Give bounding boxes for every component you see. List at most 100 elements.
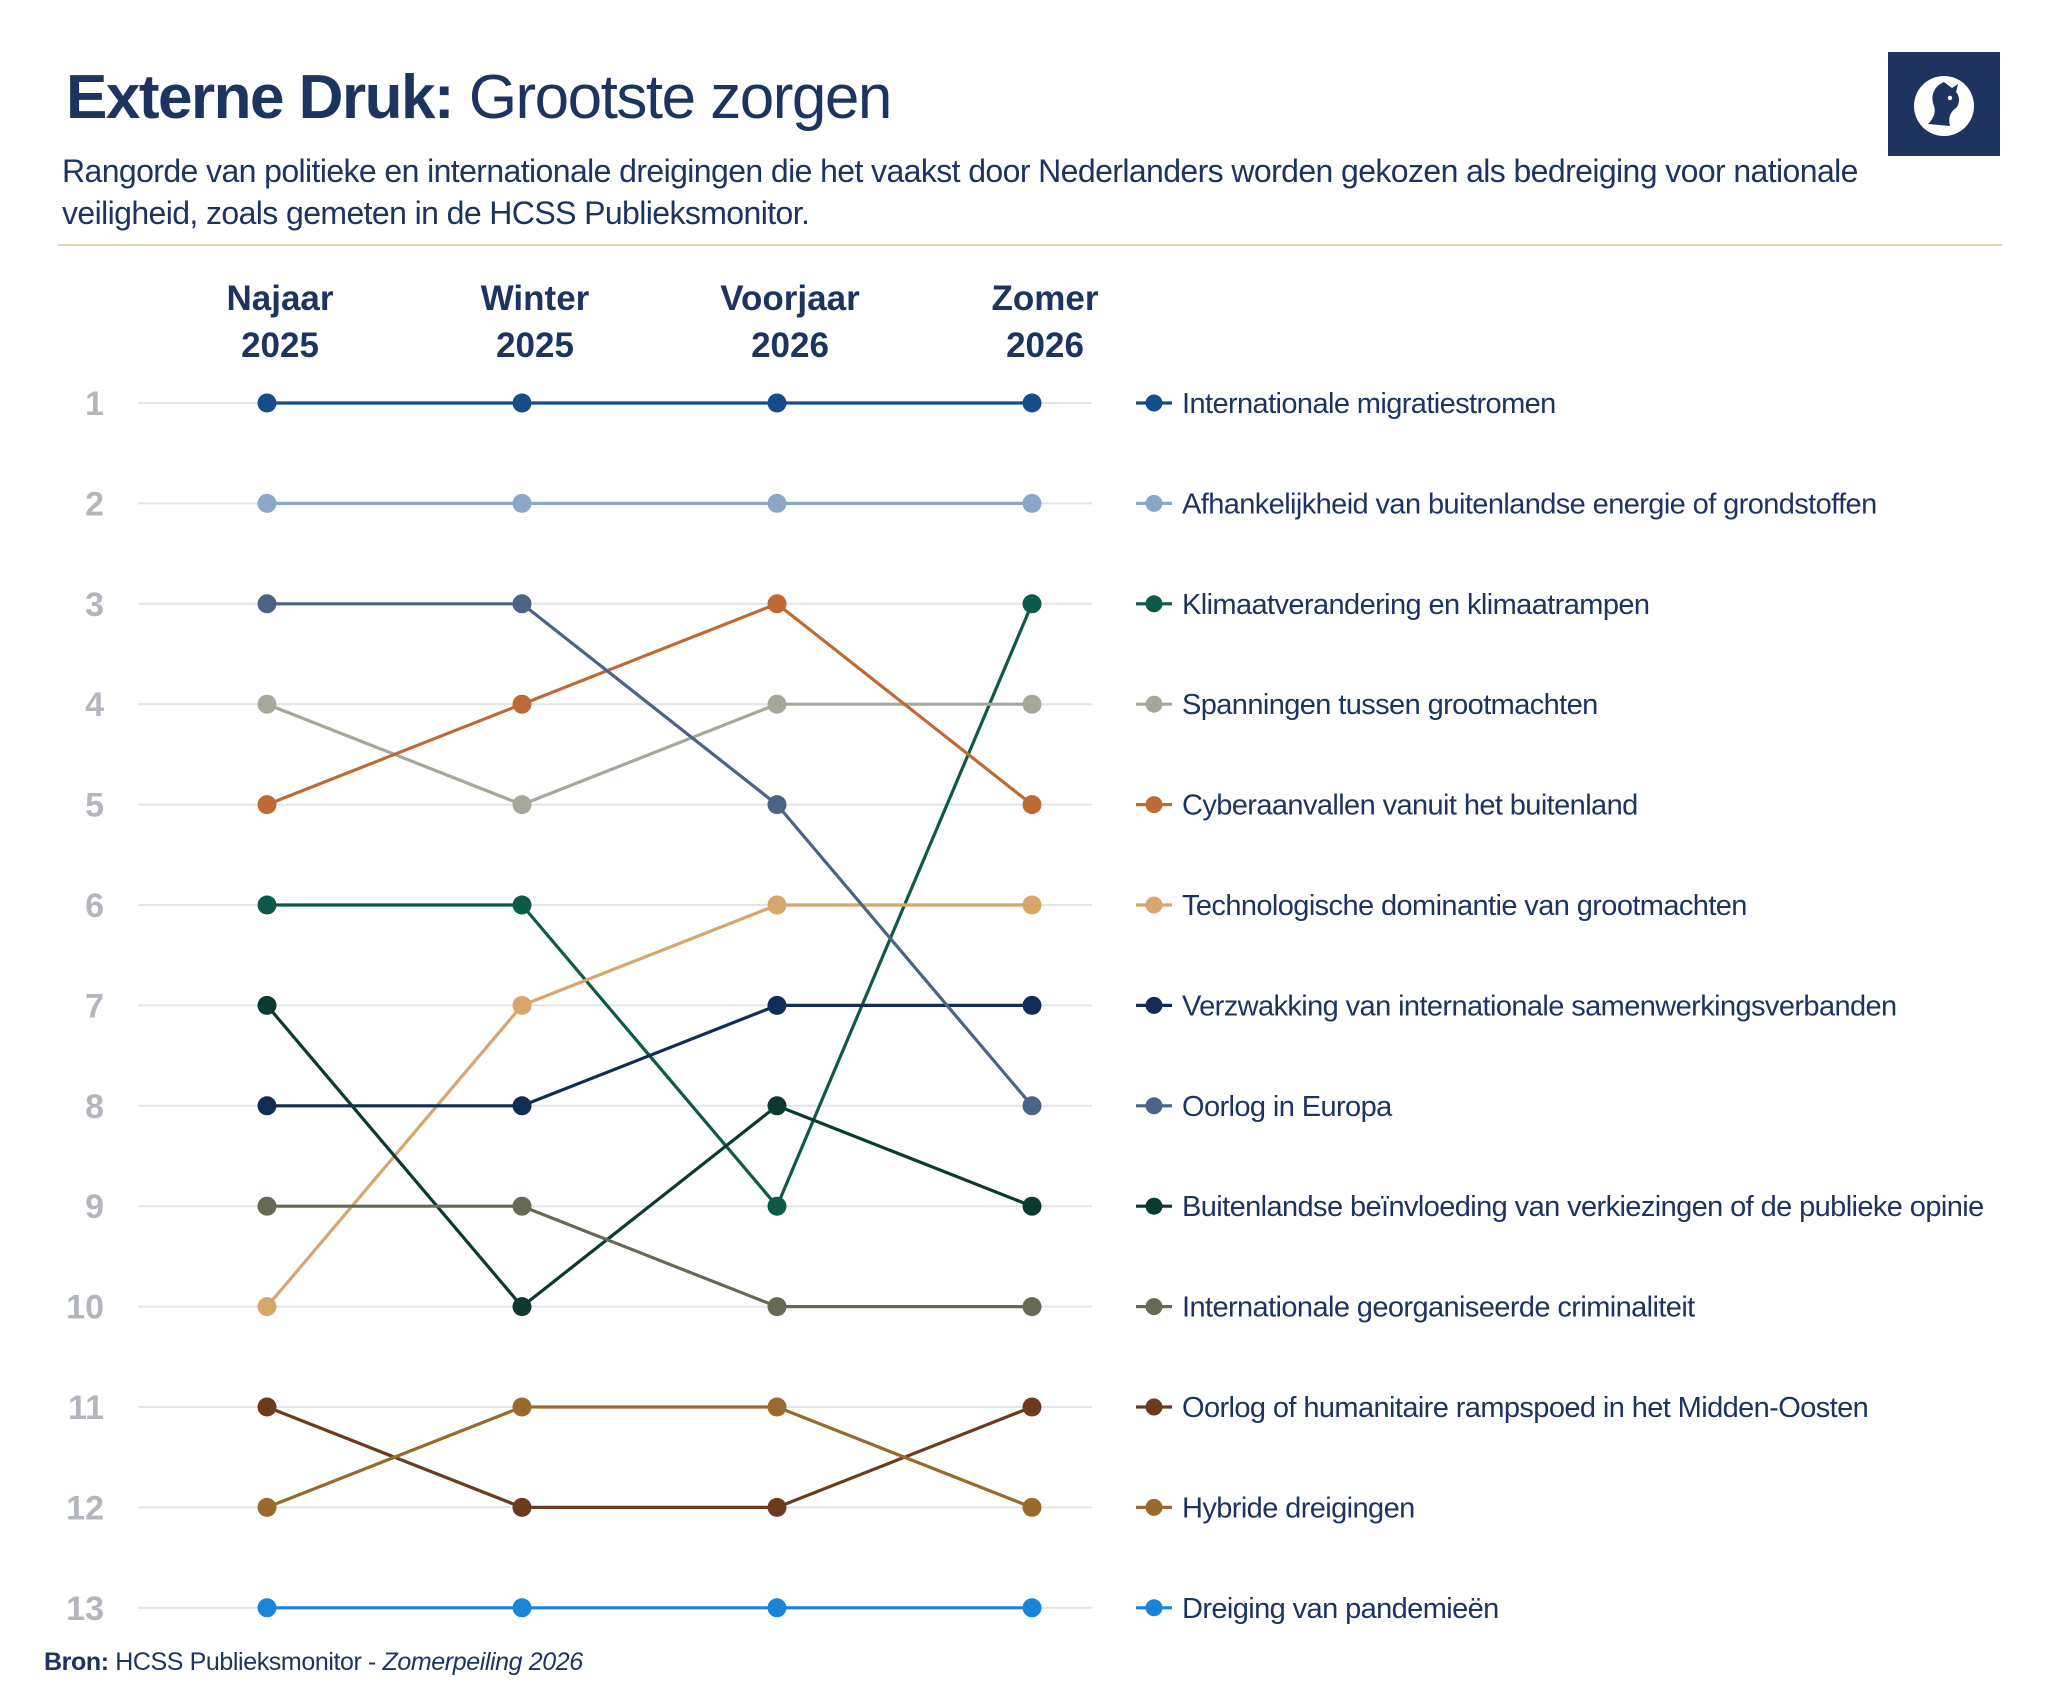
legend-label: Internationale migratiestromen [1182,388,1556,420]
column-header: Zomer [992,279,1099,318]
title-bold: Externe Druk: [66,63,455,132]
rank-label: 1 [85,385,104,423]
data-point [1022,594,1042,614]
rank-label: 12 [66,1489,104,1527]
page-title: Externe Druk: Grootste zorgen [66,62,892,133]
data-point [512,1096,532,1116]
data-point [767,795,787,815]
legend-marker [1145,1097,1163,1115]
data-point [257,1297,277,1317]
data-point [257,1497,277,1517]
column-header: 2026 [751,326,829,365]
legend-marker [1145,1398,1163,1416]
legend-label: Cyberaanvallen vanuit het buitenland [1182,790,1638,822]
data-point [512,795,532,815]
data-point [1022,895,1042,915]
legend-marker [1145,695,1163,713]
data-point [767,594,787,614]
legend-label: Dreiging van pandemieën [1182,1593,1499,1625]
data-point [512,393,532,413]
series-line [266,602,1033,807]
series-line [266,1405,1033,1509]
series-line [267,1003,1032,1108]
data-point [257,895,277,915]
data-point [512,1196,532,1216]
data-point [512,1397,532,1417]
legend-marker [1145,595,1163,613]
series-line [265,1004,1033,1309]
data-point [1022,393,1042,413]
data-point [767,1297,787,1317]
hcss-horse-logo-icon [1888,52,2000,156]
horse-head-icon [1914,76,1974,136]
data-point [512,1297,532,1317]
legend-marker [1145,1498,1163,1516]
legend-marker [1145,796,1163,814]
data-point [257,1397,277,1417]
legend-marker [1145,1599,1163,1617]
data-point [767,694,787,714]
rank-label: 2 [85,485,104,523]
data-point [512,1497,532,1517]
data-point [512,1598,532,1618]
data-point [767,493,787,513]
data-point [767,393,787,413]
rank-label: 8 [85,1088,104,1126]
data-point [257,795,277,815]
legend-marker [1145,494,1163,512]
header-divider [58,244,2002,246]
data-point [767,1497,787,1517]
rank-label: 9 [85,1188,104,1226]
data-point [1022,1297,1042,1317]
source-text: HCSS Publieksmonitor - [115,1648,383,1676]
rank-label: 6 [85,887,104,925]
rank-label: 4 [85,686,104,724]
legend-label: Spanningen tussen grootmachten [1182,689,1598,721]
legend-label: Afhankelijkheid van buitenlandse energie… [1182,488,1877,520]
legend-label: Oorlog of humanitaire rampspoed in het M… [1182,1392,1868,1424]
rank-label: 11 [68,1389,104,1427]
data-point [257,1196,277,1216]
data-point [1022,694,1042,714]
data-point [767,995,787,1015]
data-point [257,493,277,513]
data-point [257,694,277,714]
rank-label: 10 [66,1289,104,1327]
data-point [767,1397,787,1417]
data-point [1022,995,1042,1015]
source-note: Bron: HCSS Publieksmonitor - Zomerpeilin… [44,1648,583,1677]
data-point [512,895,532,915]
data-point [1022,493,1042,513]
legend-marker [1145,996,1163,1014]
data-point [1022,1397,1042,1417]
data-point [1022,795,1042,815]
data-point [512,594,532,614]
legend-label: Buitenlandse beïnvloeding van verkiezing… [1182,1191,1984,1223]
column-header: Najaar [226,279,333,318]
column-header: Voorjaar [720,279,860,318]
data-point [767,1196,787,1216]
source-label: Bron: [44,1648,109,1676]
legend-label: Verzwakking van internationale samenwerk… [1182,990,1897,1022]
series-line [266,702,1032,807]
data-point [1022,1598,1042,1618]
rank-label: 13 [66,1590,104,1628]
data-point [1022,1096,1042,1116]
rank-label: 3 [85,586,104,624]
legend-label: Oorlog in Europa [1182,1091,1393,1123]
data-point [767,1096,787,1116]
data-point [257,393,277,413]
data-point [512,493,532,513]
data-point [767,1598,787,1618]
legend-marker [1145,1197,1163,1215]
legend-marker [1145,394,1163,412]
data-point [767,895,787,915]
legend-label: Technologische dominantie van grootmacht… [1182,890,1747,922]
column-header: Winter [481,279,590,318]
data-point [257,594,277,614]
column-header: 2025 [496,326,574,365]
rank-label: 7 [85,987,104,1025]
series-line [267,1204,1032,1309]
legend-marker [1145,896,1163,914]
